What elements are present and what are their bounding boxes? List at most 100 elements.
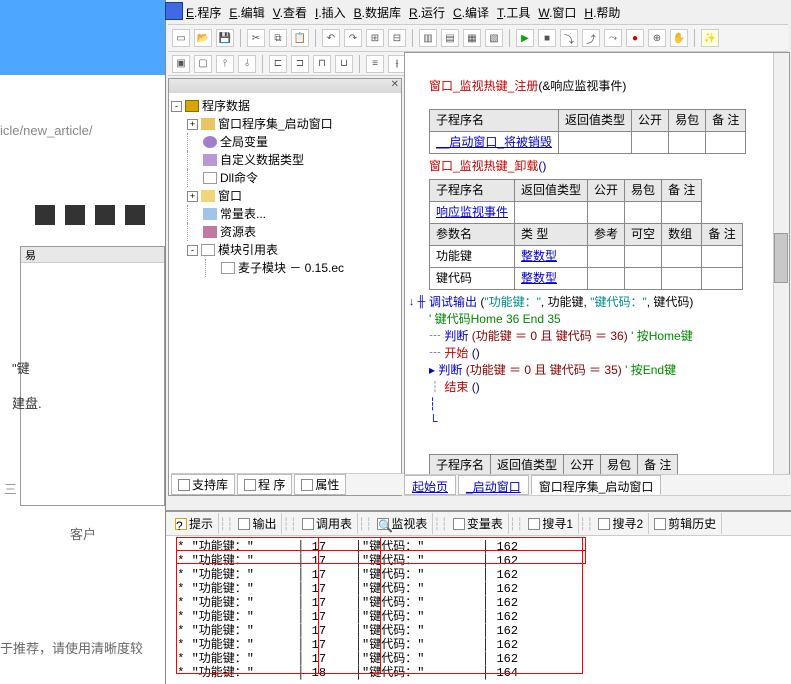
tb-align-icon[interactable]: ▢ xyxy=(194,55,212,73)
tb-layout-icon[interactable]: ▦ xyxy=(463,29,481,47)
tb-align-icon[interactable]: ≡ xyxy=(366,55,384,73)
project-tree[interactable]: - 程序数据 +窗口程序集_启动窗口 全局变量 自定义数据类型 Dll命令+窗口… xyxy=(169,93,401,281)
tb-open-icon[interactable]: 📂 xyxy=(194,29,212,47)
table-header: 返回值类型 xyxy=(515,180,588,202)
menu-item[interactable]: E.编辑 xyxy=(229,4,264,21)
tab-icon xyxy=(178,479,190,491)
tree-item[interactable]: +窗口 xyxy=(171,187,399,205)
tree-label: 资源表 xyxy=(220,223,256,241)
table-header: 参数名 xyxy=(430,224,515,246)
code-comment: ' 键代码Home 36 End 35 xyxy=(429,311,783,328)
editor-tabs: 起始页_启动窗口窗口程序集_启动窗口 xyxy=(404,474,790,496)
tb-align-icon[interactable]: ⊔ xyxy=(335,55,353,73)
tb-step-icon[interactable]: ⤴ xyxy=(582,29,600,47)
table-header: 子程序名 xyxy=(430,110,559,132)
scroll-thumb[interactable] xyxy=(774,233,788,283)
tree-item[interactable]: +窗口程序集_启动窗口 xyxy=(171,115,399,133)
bg-small-hdr: 易 xyxy=(21,247,164,263)
output-tab[interactable]: 🔍监视表 xyxy=(372,513,433,534)
tb-btn[interactable]: ⊞ xyxy=(366,29,384,47)
menu-item[interactable]: E.程序 xyxy=(186,4,221,21)
tb-undo-icon[interactable]: ↶ xyxy=(322,29,340,47)
tree-item[interactable]: Dll命令 xyxy=(171,169,399,187)
tb-paste-icon[interactable]: 📋 xyxy=(291,29,309,47)
tb-align-icon[interactable]: ⊐ xyxy=(291,55,309,73)
tb-wizard-icon[interactable]: ✨ xyxy=(701,29,719,47)
output-tab[interactable]: 剪辑历史 xyxy=(649,513,722,534)
win-icon xyxy=(201,118,215,130)
tab-icon xyxy=(598,518,610,530)
tb-align-icon[interactable]: ⊏ xyxy=(269,55,287,73)
tree-toggle-icon[interactable]: + xyxy=(187,119,198,130)
output-tab[interactable]: 调用表 xyxy=(297,513,358,534)
tree-item[interactable]: 自定义数据类型 xyxy=(171,151,399,169)
tree-toggle-icon[interactable]: - xyxy=(171,101,182,112)
tb-layout-icon[interactable]: ▥ xyxy=(419,29,437,47)
tree-item[interactable]: 资源表 xyxy=(171,223,399,241)
tb-new-icon[interactable]: ▭ xyxy=(172,29,190,47)
tb-cut-icon[interactable]: ✂ xyxy=(247,29,265,47)
code-editor[interactable]: 窗口_监视热键_注册(&响应监视事件) 子程序名返回值类型公开易包备 注 __启… xyxy=(404,52,790,496)
menu-item[interactable]: R.运行 xyxy=(409,4,445,21)
tb-btn[interactable]: ⊕ xyxy=(648,29,666,47)
tb-bp-icon[interactable]: ● xyxy=(626,29,644,47)
editor-tab[interactable]: 窗口程序集_启动窗口 xyxy=(531,475,662,495)
tree-tab[interactable]: 程 序 xyxy=(237,474,292,495)
menu-item[interactable]: T.工具 xyxy=(497,4,530,21)
bg-text: 于推荐，请使用清晰度较 xyxy=(0,638,143,657)
tb-btn[interactable]: ⊟ xyxy=(388,29,406,47)
tb-hand-icon[interactable]: ✋ xyxy=(670,29,688,47)
output-tab[interactable]: 变量表 xyxy=(448,513,509,534)
tree-tab[interactable]: 支持库 xyxy=(171,474,235,495)
output-tab[interactable]: ?提示 xyxy=(170,513,219,534)
tree-toggle-icon[interactable]: + xyxy=(187,191,198,202)
editor-tab[interactable]: _启动窗口 xyxy=(458,475,529,495)
tb-align-icon[interactable]: ⫯ xyxy=(216,55,234,73)
tb-step-icon[interactable]: ⤵ xyxy=(560,29,578,47)
tb-save-icon[interactable]: 💾 xyxy=(216,29,234,47)
tb-copy-icon[interactable]: ⧉ xyxy=(269,29,287,47)
tb-layout-icon[interactable]: ▧ xyxy=(485,29,503,47)
close-icon[interactable]: ✕ xyxy=(391,79,399,90)
menu-item[interactable]: W.窗口 xyxy=(538,4,576,21)
output-tab[interactable]: 搜寻2 xyxy=(593,513,649,534)
tree-item[interactable]: 常量表... xyxy=(171,205,399,223)
tb-align-icon[interactable]: ⊓ xyxy=(313,55,331,73)
editor-tab[interactable]: 起始页 xyxy=(404,475,456,495)
output-tab[interactable]: 输出 xyxy=(233,513,282,534)
tb-align-icon[interactable]: ▣ xyxy=(172,55,190,73)
tb-redo-icon[interactable]: ↷ xyxy=(344,29,362,47)
output-tab[interactable]: 搜寻1 xyxy=(523,513,579,534)
sub-table: 子程序名返回值类型公开易包备 注 响应监视事件 参数名类 型参考可空数组备 注 … xyxy=(429,179,743,290)
mod-icon xyxy=(201,244,215,256)
table-cell xyxy=(702,246,742,268)
tree-item[interactable]: -模块引用表 xyxy=(171,241,399,259)
output-content[interactable]: * "功能键：" │ 17 │"键代码：" │ 162 * "功能键：" │ 1… xyxy=(166,536,791,684)
tb-stop-icon[interactable]: ■ xyxy=(538,29,556,47)
tb-layout-icon[interactable]: ▤ xyxy=(441,29,459,47)
table-cell: 响应监视事件 xyxy=(430,202,515,224)
tb-align-icon[interactable]: ⫰ xyxy=(238,55,256,73)
menu-item[interactable]: H.帮助 xyxy=(584,4,620,21)
tree-item[interactable]: 全局变量 xyxy=(171,133,399,151)
highlight-box xyxy=(176,537,586,551)
tree-item[interactable]: 麦子模块 － 0.15.ec xyxy=(171,259,399,277)
glob-icon xyxy=(203,136,217,148)
folder-icon xyxy=(201,190,215,202)
tree-root[interactable]: - 程序数据 xyxy=(171,97,399,115)
tree-tab[interactable]: 属性 xyxy=(294,474,346,495)
file-icon xyxy=(221,262,235,274)
tb-step-icon[interactable]: ⤳ xyxy=(604,29,622,47)
tab-icon xyxy=(301,479,313,491)
menu-item[interactable]: I.插入 xyxy=(315,4,346,21)
tree-toggle-icon[interactable]: - xyxy=(187,245,198,256)
menu-item[interactable]: B.数据库 xyxy=(354,4,401,21)
scrollbar[interactable] xyxy=(773,53,789,495)
menu-item[interactable]: V.查看 xyxy=(273,4,307,21)
code-line: └ xyxy=(429,413,783,430)
bg-small-window: 易 xyxy=(20,246,165,506)
menu-item[interactable]: C.编译 xyxy=(453,4,489,21)
tb-run-icon[interactable]: ▶ xyxy=(516,29,534,47)
bg-icon xyxy=(125,205,145,225)
const-icon xyxy=(203,208,217,220)
